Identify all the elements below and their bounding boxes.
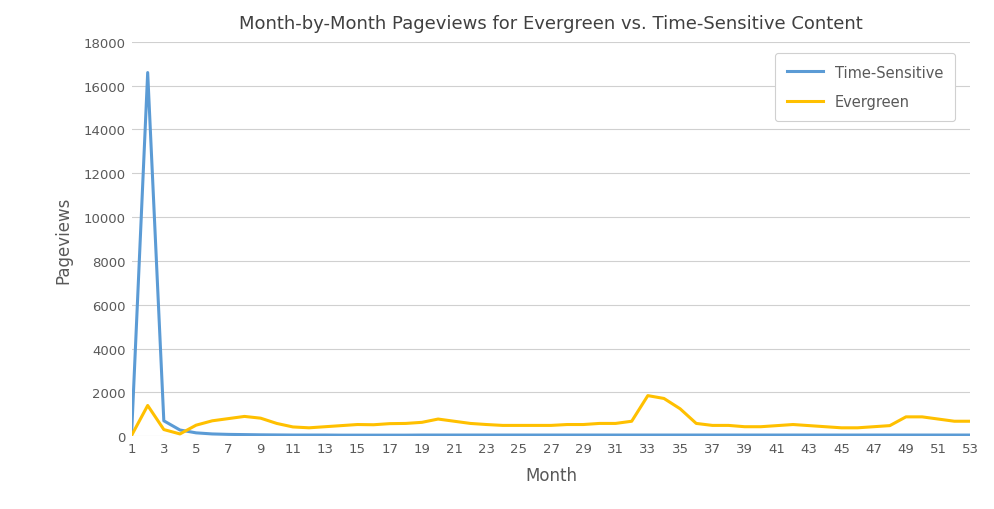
Time-Sensitive — [335, 432, 347, 438]
Time-Sensitive — [964, 432, 976, 438]
Evergreen — [642, 393, 654, 399]
Evergreen — [884, 423, 896, 429]
Line: Evergreen: Evergreen — [131, 396, 970, 436]
Time-Sensitive — [125, 432, 137, 438]
Evergreen — [626, 418, 638, 425]
Evergreen — [787, 421, 799, 428]
Evergreen — [125, 433, 137, 439]
Time-Sensitive — [142, 70, 154, 76]
Time-Sensitive — [642, 432, 654, 438]
Legend: Time-Sensitive, Evergreen: Time-Sensitive, Evergreen — [775, 54, 955, 122]
X-axis label: Month: Month — [525, 466, 578, 484]
Time-Sensitive — [658, 432, 670, 438]
Evergreen — [609, 420, 621, 427]
Evergreen — [674, 406, 686, 412]
Title: Month-by-Month Pageviews for Evergreen vs. Time-Sensitive Content: Month-by-Month Pageviews for Evergreen v… — [240, 15, 863, 33]
Evergreen — [964, 418, 976, 425]
Y-axis label: Pageviews: Pageviews — [55, 196, 73, 283]
Time-Sensitive — [690, 432, 702, 438]
Time-Sensitive — [803, 432, 815, 438]
Time-Sensitive — [384, 432, 396, 438]
Time-Sensitive — [707, 432, 719, 438]
Evergreen — [352, 421, 364, 428]
Line: Time-Sensitive: Time-Sensitive — [131, 73, 970, 435]
